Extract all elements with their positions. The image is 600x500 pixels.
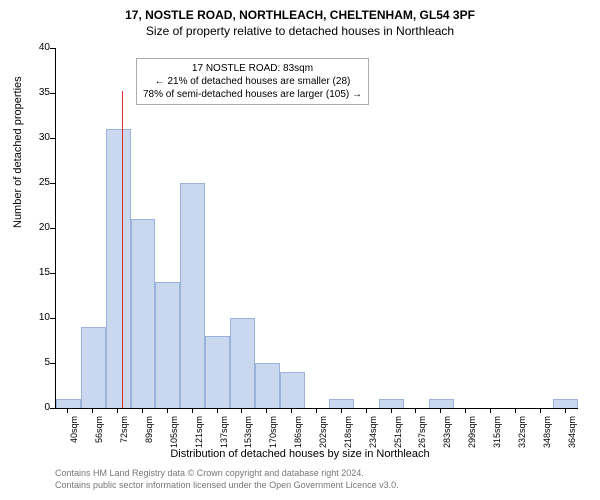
histogram-bar — [429, 399, 454, 408]
ytick-mark — [50, 228, 55, 229]
xtick-label: 283sqm — [442, 416, 452, 456]
property-marker-line — [122, 91, 123, 408]
histogram-bar — [553, 399, 578, 408]
xtick-label: 315sqm — [492, 416, 502, 456]
xtick-mark — [415, 408, 416, 413]
xtick-mark — [217, 408, 218, 413]
ytick-mark — [50, 318, 55, 319]
ytick-label: 15 — [30, 267, 50, 278]
xtick-mark — [515, 408, 516, 413]
xtick-label: 72sqm — [119, 416, 129, 456]
xtick-mark — [241, 408, 242, 413]
histogram-bar — [379, 399, 404, 408]
ytick-label: 25 — [30, 177, 50, 188]
xtick-label: 218sqm — [343, 416, 353, 456]
ytick-mark — [50, 183, 55, 184]
ytick-label: 40 — [30, 42, 50, 53]
xtick-label: 364sqm — [567, 416, 577, 456]
xtick-mark — [366, 408, 367, 413]
xtick-mark — [465, 408, 466, 413]
ytick-label: 5 — [30, 357, 50, 368]
xtick-mark — [540, 408, 541, 413]
footer-line1: Contains HM Land Registry data © Crown c… — [55, 468, 399, 480]
page-title: 17, NOSTLE ROAD, NORTHLEACH, CHELTENHAM,… — [0, 0, 600, 22]
xtick-label: 332sqm — [517, 416, 527, 456]
xtick-label: 137sqm — [219, 416, 229, 456]
histogram-bar — [56, 399, 81, 408]
ytick-mark — [50, 408, 55, 409]
ytick-mark — [50, 273, 55, 274]
annotation-line: 78% of semi-detached houses are larger (… — [143, 88, 362, 101]
footer-line2: Contains public sector information licen… — [55, 480, 399, 492]
ytick-label: 20 — [30, 222, 50, 233]
xtick-label: 234sqm — [368, 416, 378, 456]
ytick-mark — [50, 138, 55, 139]
ytick-mark — [50, 48, 55, 49]
ytick-label: 30 — [30, 132, 50, 143]
xtick-label: 56sqm — [94, 416, 104, 456]
histogram-bar — [255, 363, 280, 408]
ytick-mark — [50, 93, 55, 94]
xtick-label: 348sqm — [542, 416, 552, 456]
histogram-bar — [81, 327, 106, 408]
histogram-bar — [280, 372, 305, 408]
footer-attribution: Contains HM Land Registry data © Crown c… — [55, 468, 399, 491]
xtick-mark — [565, 408, 566, 413]
xtick-label: 89sqm — [144, 416, 154, 456]
histogram-bar — [180, 183, 205, 408]
annotation-line: ← 21% of detached houses are smaller (28… — [143, 75, 362, 88]
y-axis-label: Number of detached properties — [12, 76, 24, 228]
xtick-label: 105sqm — [169, 416, 179, 456]
histogram-bar — [230, 318, 255, 408]
xtick-label: 251sqm — [393, 416, 403, 456]
xtick-label: 202sqm — [318, 416, 328, 456]
xtick-mark — [192, 408, 193, 413]
xtick-label: 121sqm — [194, 416, 204, 456]
xtick-mark — [266, 408, 267, 413]
histogram-bar — [329, 399, 354, 408]
xtick-mark — [391, 408, 392, 413]
ytick-label: 10 — [30, 312, 50, 323]
chart-plot-area: 17 NOSTLE ROAD: 83sqm← 21% of detached h… — [55, 48, 578, 409]
ytick-label: 0 — [30, 402, 50, 413]
xtick-mark — [316, 408, 317, 413]
xtick-label: 186sqm — [293, 416, 303, 456]
ytick-label: 35 — [30, 87, 50, 98]
xtick-mark — [490, 408, 491, 413]
xtick-mark — [291, 408, 292, 413]
annotation-callout: 17 NOSTLE ROAD: 83sqm← 21% of detached h… — [136, 58, 369, 105]
xtick-mark — [341, 408, 342, 413]
xtick-mark — [92, 408, 93, 413]
xtick-label: 170sqm — [268, 416, 278, 456]
histogram-bar — [106, 129, 131, 408]
page-subtitle: Size of property relative to detached ho… — [0, 22, 600, 38]
xtick-mark — [142, 408, 143, 413]
xtick-mark — [117, 408, 118, 413]
xtick-label: 40sqm — [69, 416, 79, 456]
histogram-bar — [131, 219, 156, 408]
histogram-bar — [205, 336, 230, 408]
xtick-mark — [67, 408, 68, 413]
xtick-mark — [440, 408, 441, 413]
xtick-label: 299sqm — [467, 416, 477, 456]
xtick-label: 267sqm — [417, 416, 427, 456]
ytick-mark — [50, 363, 55, 364]
histogram-bar — [155, 282, 180, 408]
annotation-line: 17 NOSTLE ROAD: 83sqm — [143, 62, 362, 75]
xtick-label: 153sqm — [243, 416, 253, 456]
xtick-mark — [167, 408, 168, 413]
